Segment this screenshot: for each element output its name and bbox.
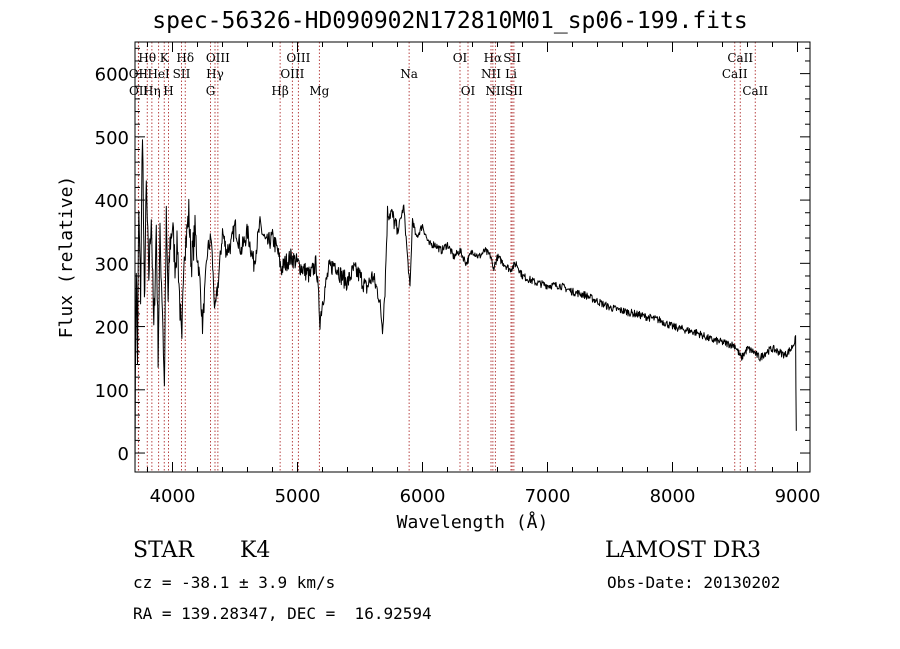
x-tick-label: 4000 xyxy=(150,486,196,507)
y-axis-label: Flux (relative) xyxy=(56,176,77,339)
y-tick-label: 300 xyxy=(95,254,129,275)
line-label: OIII xyxy=(286,51,310,65)
plot-frame xyxy=(134,41,811,473)
line-label: Hη xyxy=(143,84,161,98)
line-label: K xyxy=(160,51,170,65)
x-tick-label: 7000 xyxy=(525,486,571,507)
obs-date-label: Obs-Date: 20130202 xyxy=(607,573,781,592)
line-label: OI xyxy=(461,84,476,98)
line-label: SII xyxy=(503,51,521,65)
line-label: NII xyxy=(481,67,501,81)
object-subclass: K4 xyxy=(240,538,271,563)
x-axis-label: Wavelength (Å) xyxy=(397,511,549,533)
line-label: Hθ xyxy=(138,51,156,65)
line-label: Mg xyxy=(309,84,329,98)
line-label: OIII xyxy=(280,67,304,81)
object-class: STAR xyxy=(133,538,194,563)
line-label: CaII xyxy=(742,84,768,98)
x-tick-label: 6000 xyxy=(400,486,446,507)
line-label: G xyxy=(206,84,216,98)
line-label: OI xyxy=(453,51,468,65)
y-tick-label: 400 xyxy=(95,191,129,212)
line-label: Hγ xyxy=(206,67,224,81)
line-label: OIII xyxy=(206,51,230,65)
line-label: Hδ xyxy=(176,51,194,65)
y-tick-label: 500 xyxy=(95,128,129,149)
line-label: CaII xyxy=(727,51,753,65)
line-label: SII xyxy=(505,84,523,98)
x-tick-label: 9000 xyxy=(775,486,821,507)
radec-label: RA = 139.28347, DEC = 16.92594 xyxy=(133,604,432,623)
survey-label: LAMOST DR3 xyxy=(605,538,761,563)
line-label: H xyxy=(163,84,173,98)
line-label: Hα xyxy=(484,51,503,65)
line-label: SII xyxy=(173,67,191,81)
line-label: Hβ xyxy=(271,84,288,98)
y-tick-label: 0 xyxy=(118,444,129,465)
line-label: Li xyxy=(505,67,517,81)
x-tick-label: 5000 xyxy=(275,486,321,507)
y-tick-label: 100 xyxy=(95,381,129,402)
line-label: HeI xyxy=(147,67,170,81)
line-label: NII xyxy=(485,84,505,98)
redshift-label: cz = -38.1 ± 3.9 km/s xyxy=(133,573,336,592)
line-label: OII xyxy=(129,84,149,98)
line-label: CaII xyxy=(722,67,748,81)
chart-title: spec-56326-HD090902N172810M01_sp06-199.f… xyxy=(152,8,748,34)
y-tick-label: 600 xyxy=(95,65,129,86)
x-tick-label: 8000 xyxy=(650,486,696,507)
y-tick-label: 200 xyxy=(95,318,129,339)
spectrum-line xyxy=(134,139,797,471)
line-label: Na xyxy=(400,67,418,81)
